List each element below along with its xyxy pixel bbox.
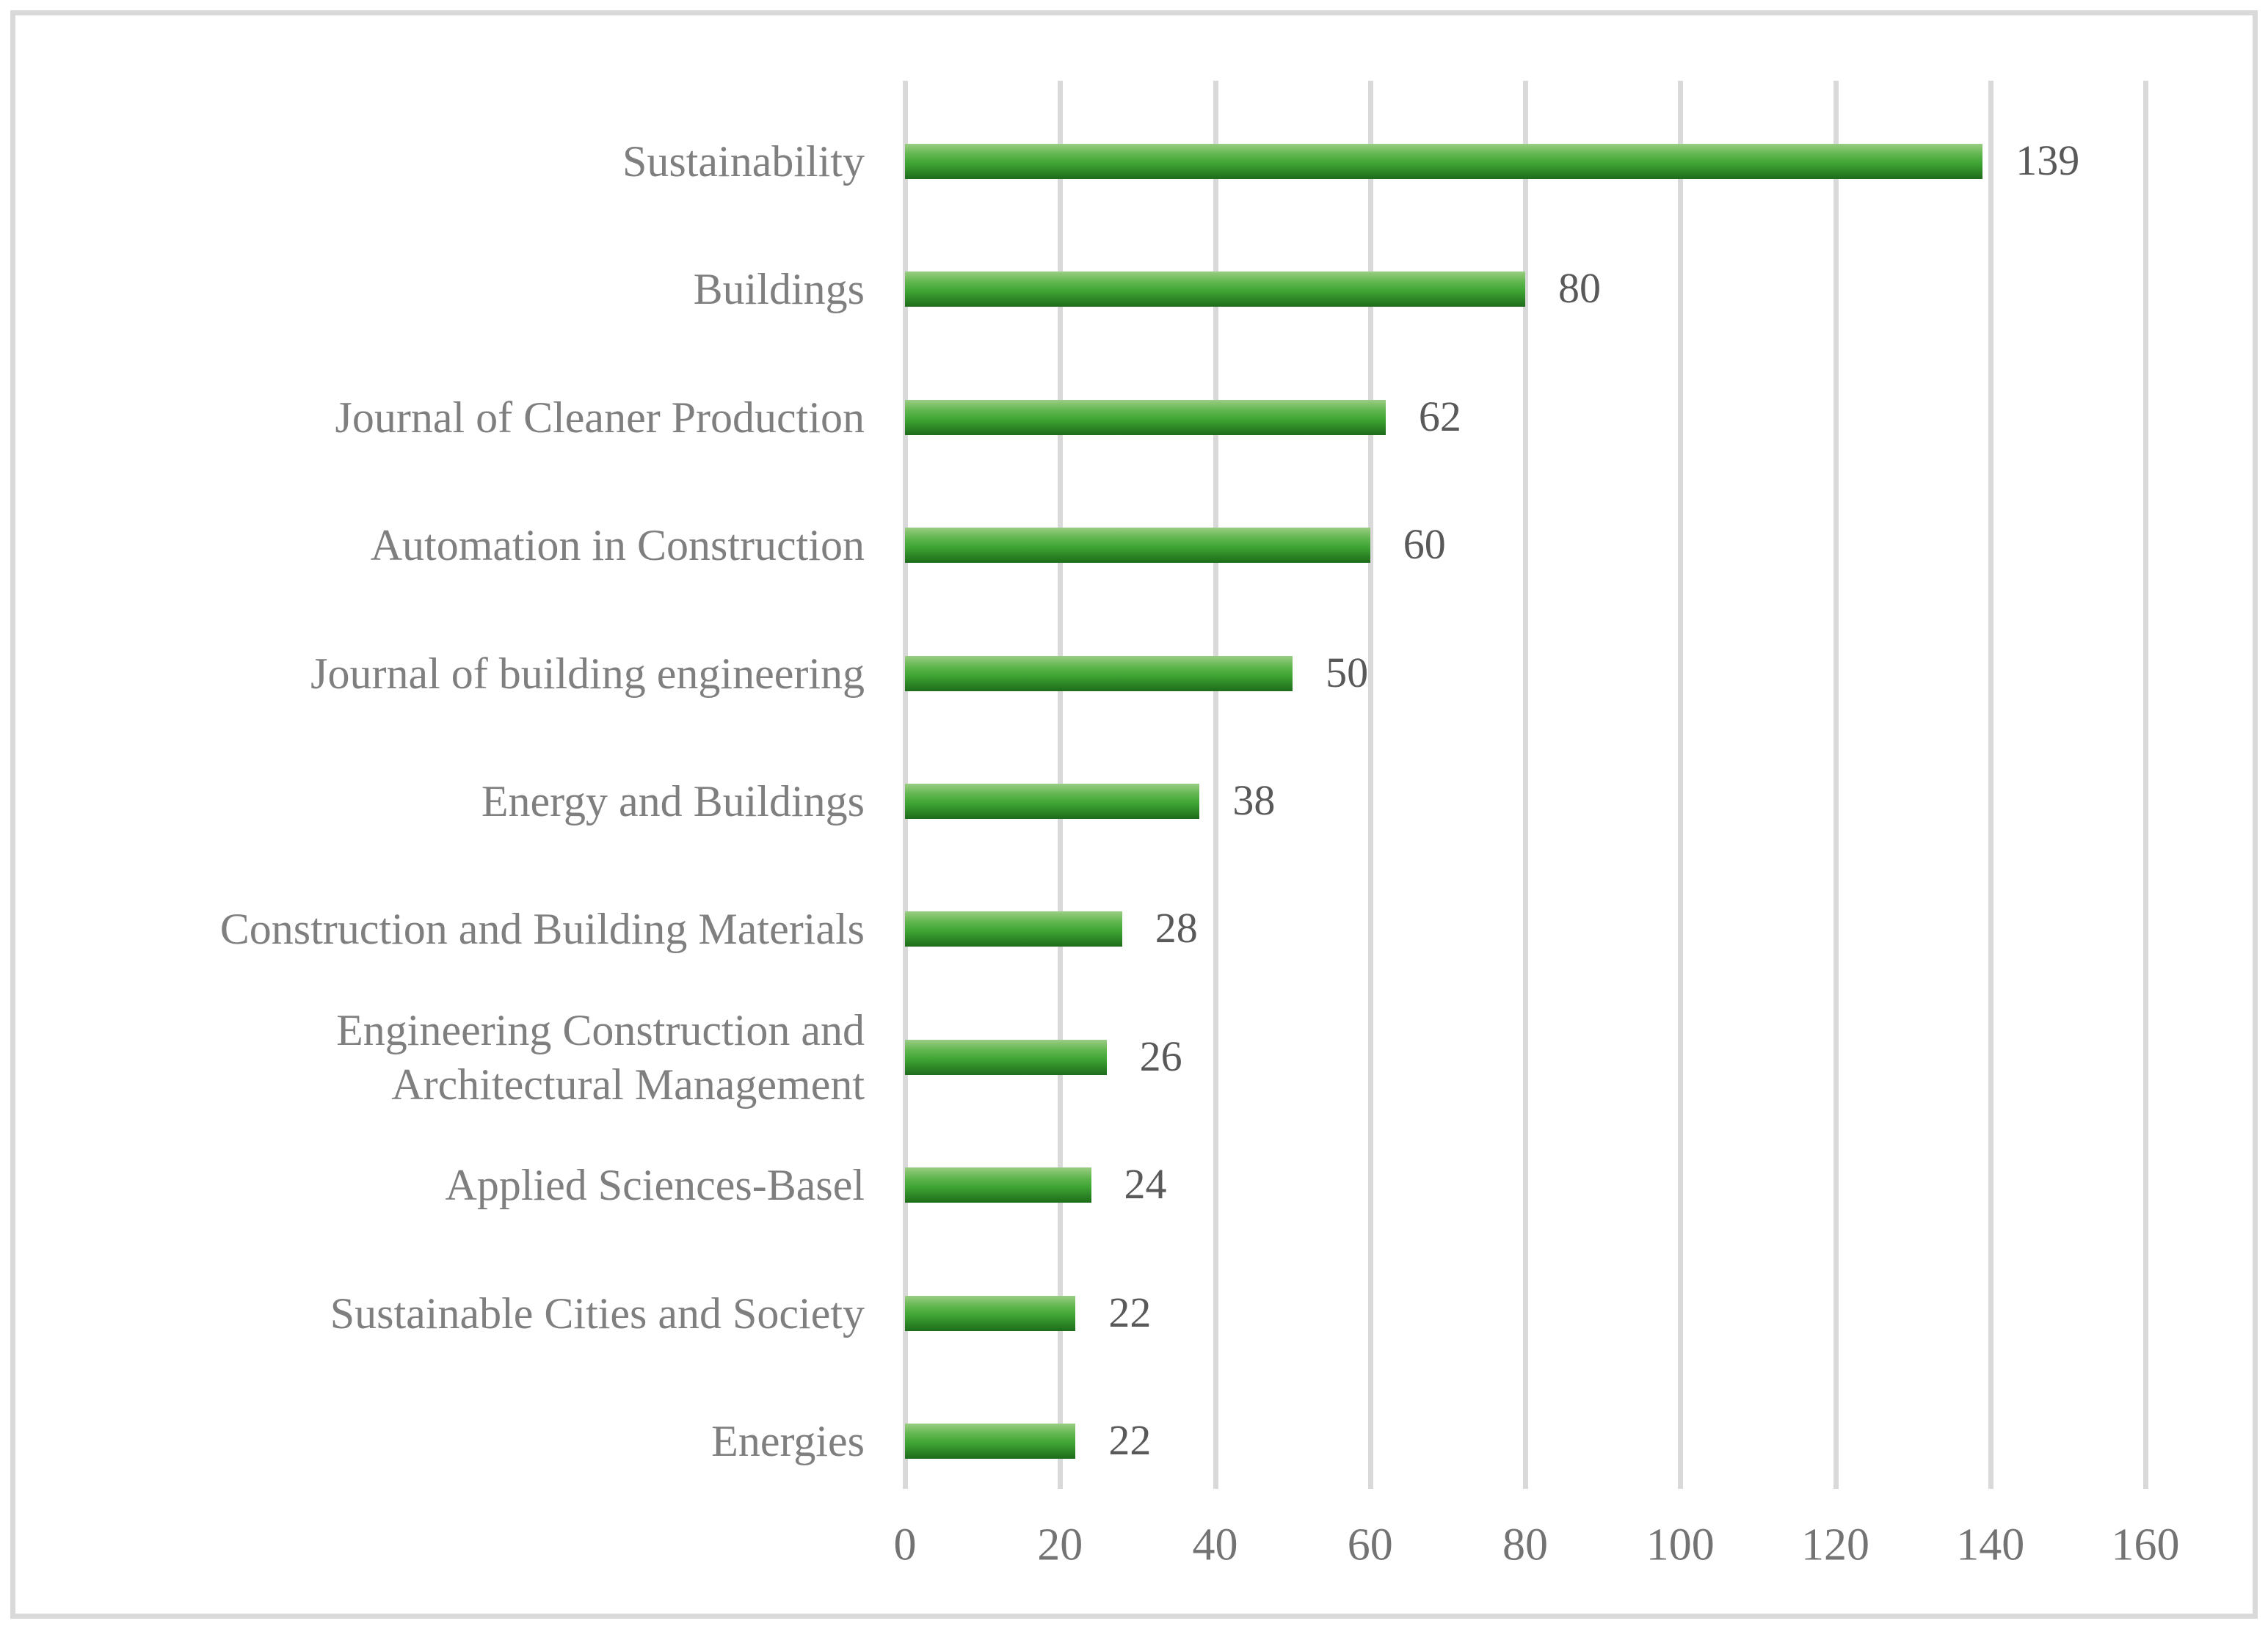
bar-sustainability xyxy=(905,144,1983,179)
category-label: Sustainable Cities and Society xyxy=(330,1289,865,1338)
bar-energies xyxy=(905,1424,1076,1459)
value-label: 38 xyxy=(1232,776,1276,825)
x-axis-tick-label: 40 xyxy=(1192,1520,1238,1570)
value-label: 22 xyxy=(1108,1288,1152,1336)
gridline xyxy=(1213,81,1218,1489)
category-label: Automation in Construction xyxy=(370,521,865,570)
value-label: 80 xyxy=(1558,264,1601,313)
gridline xyxy=(1523,81,1528,1489)
x-axis-tick-label: 80 xyxy=(1502,1520,1548,1570)
category-label: Engineering Construction and Architectur… xyxy=(336,1005,865,1109)
category-label: Construction and Building Materials xyxy=(219,905,865,954)
category-label: Energy and Buildings xyxy=(481,777,865,826)
bar-applied-sciences-basel xyxy=(905,1167,1091,1203)
bar-sustainable-cities-and-society xyxy=(905,1295,1076,1331)
x-axis-tick-label: 60 xyxy=(1347,1520,1393,1570)
bar-energy-and-buildings xyxy=(905,784,1200,819)
x-axis-tick-label: 0 xyxy=(893,1520,917,1570)
bar-journal-of-building-engineering xyxy=(905,655,1293,691)
x-axis-tick-label: 120 xyxy=(1801,1520,1869,1570)
bar-journal-of-cleaner-production xyxy=(905,399,1386,435)
x-axis-tick-label: 100 xyxy=(1646,1520,1715,1570)
x-axis-tick-label: 160 xyxy=(2111,1520,2180,1570)
gridline xyxy=(1833,81,1839,1489)
value-label: 50 xyxy=(1326,648,1369,696)
x-axis-tick-label: 20 xyxy=(1037,1520,1083,1570)
category-label: Energies xyxy=(711,1417,865,1465)
value-label: 26 xyxy=(1139,1032,1182,1080)
gridline xyxy=(1678,81,1684,1489)
gridline xyxy=(1988,81,1993,1489)
bar-engineering-construction-and-architectural-management xyxy=(905,1039,1107,1075)
value-label: 24 xyxy=(1124,1160,1167,1209)
value-label: 62 xyxy=(1418,392,1461,440)
gridline xyxy=(2143,81,2148,1489)
value-label: 139 xyxy=(2016,136,2080,185)
value-label: 22 xyxy=(1108,1416,1152,1465)
category-label: Buildings xyxy=(693,265,865,314)
category-label: Sustainability xyxy=(622,137,865,186)
gridline xyxy=(1367,81,1373,1489)
category-label: Journal of Cleaner Production xyxy=(335,393,865,442)
chart-border xyxy=(10,10,2258,1619)
category-label: Journal of building engineering xyxy=(310,649,865,698)
category-label: Applied Sciences-Basel xyxy=(445,1161,865,1210)
bar-buildings xyxy=(905,272,1525,307)
x-axis-tick-label: 140 xyxy=(1956,1520,2025,1570)
bar-automation-in-construction xyxy=(905,528,1370,564)
value-label: 28 xyxy=(1155,904,1198,952)
value-label: 60 xyxy=(1403,520,1446,569)
bar-construction-and-building-materials xyxy=(905,911,1122,947)
